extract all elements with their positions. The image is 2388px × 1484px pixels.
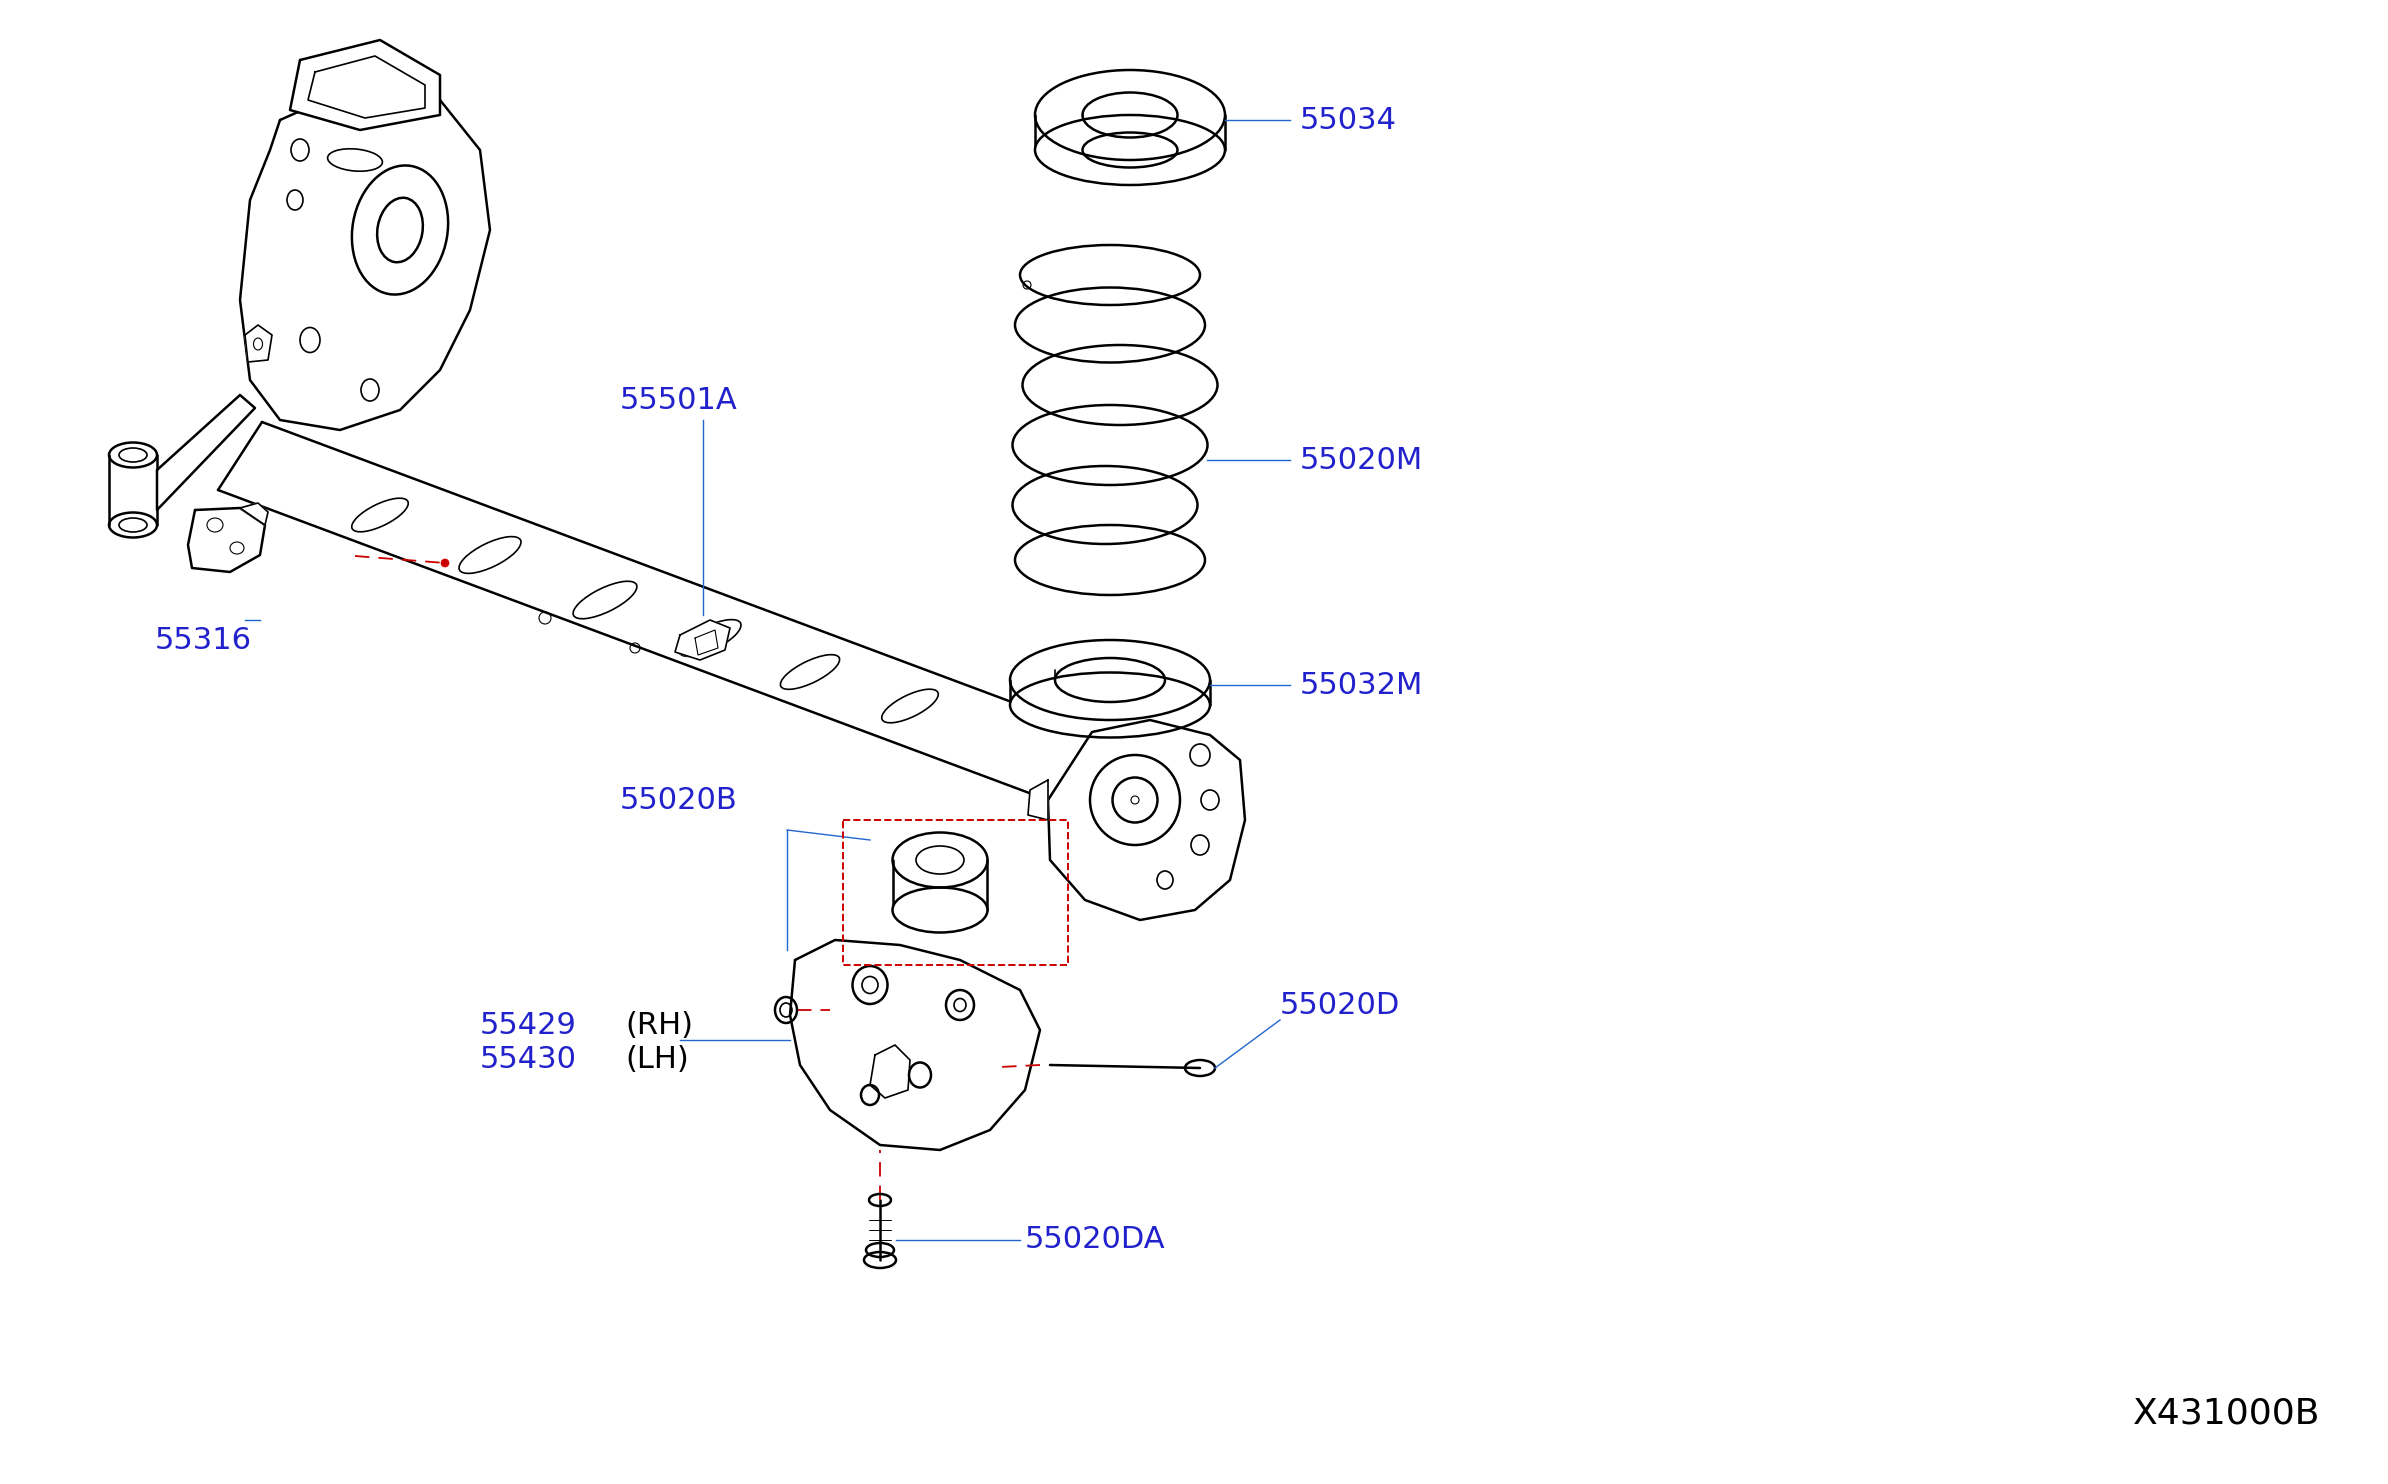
- Polygon shape: [158, 395, 256, 510]
- Polygon shape: [241, 503, 267, 525]
- Text: 55020M: 55020M: [1299, 445, 1423, 475]
- Polygon shape: [241, 80, 490, 430]
- Text: 55020DA: 55020DA: [1024, 1226, 1165, 1254]
- Polygon shape: [1048, 720, 1244, 920]
- Ellipse shape: [1010, 672, 1211, 738]
- Ellipse shape: [893, 887, 989, 932]
- Text: 55032M: 55032M: [1299, 671, 1423, 699]
- Text: X431000B: X431000B: [2132, 1396, 2321, 1431]
- Text: 55020B: 55020B: [621, 785, 738, 815]
- Polygon shape: [246, 325, 272, 362]
- Text: 55430: 55430: [480, 1046, 578, 1074]
- Polygon shape: [189, 508, 265, 571]
- Ellipse shape: [442, 559, 449, 567]
- Polygon shape: [869, 1045, 910, 1098]
- Text: 55034: 55034: [1299, 105, 1397, 135]
- Text: (RH): (RH): [626, 1011, 693, 1039]
- Polygon shape: [308, 56, 425, 119]
- Polygon shape: [1027, 781, 1048, 821]
- Text: 55020D: 55020D: [1280, 990, 1399, 1020]
- Text: 55429: 55429: [480, 1011, 578, 1039]
- Polygon shape: [676, 620, 731, 660]
- Ellipse shape: [1132, 795, 1139, 804]
- Polygon shape: [695, 631, 719, 654]
- Polygon shape: [790, 939, 1041, 1150]
- Ellipse shape: [1034, 114, 1225, 186]
- Text: (LH): (LH): [626, 1046, 688, 1074]
- Polygon shape: [289, 40, 439, 131]
- Text: 55316: 55316: [155, 625, 253, 654]
- Text: 55501A: 55501A: [621, 386, 738, 414]
